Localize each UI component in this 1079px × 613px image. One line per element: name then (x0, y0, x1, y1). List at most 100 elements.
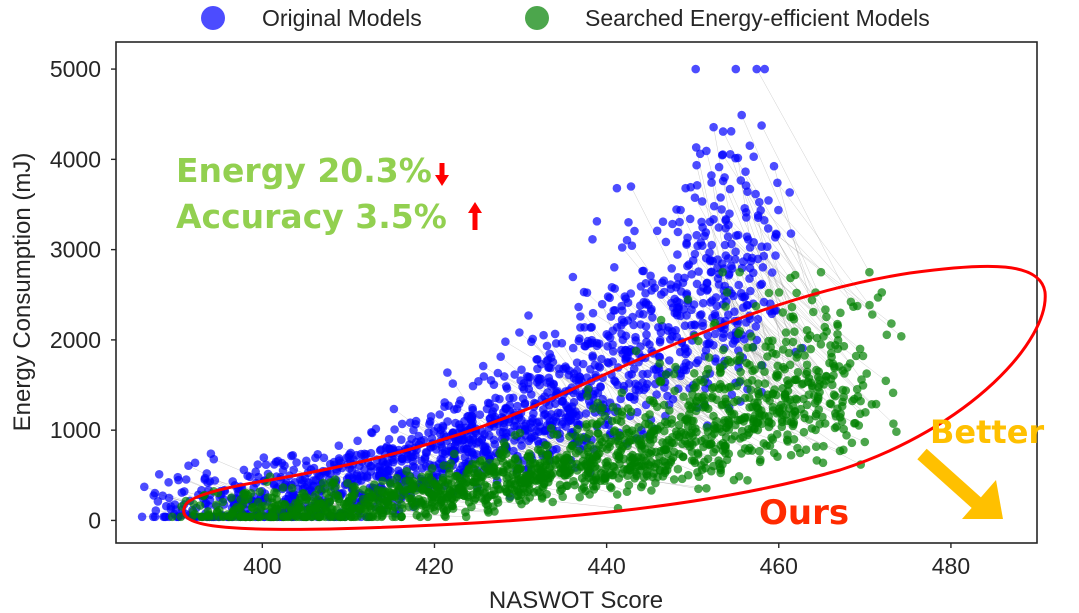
scatter-point-searched (881, 376, 891, 386)
scatter-point-searched (765, 396, 774, 406)
scatter-point-original (436, 425, 446, 435)
scatter-point-searched (470, 469, 480, 478)
highlight-ellipse (182, 264, 1047, 531)
scatter-point-original (666, 335, 675, 344)
scatter-point-searched (768, 389, 778, 398)
scatter-point-searched (733, 395, 742, 405)
scatter-point-original (759, 297, 769, 307)
scatter-point-original (174, 475, 183, 485)
scatter-point-original (690, 193, 700, 202)
scatter-point-original (545, 349, 554, 359)
scatter-point-searched (442, 494, 452, 504)
scatter-point-searched (755, 446, 764, 456)
scatter-point-searched (845, 359, 855, 368)
scatter-point-searched (418, 486, 427, 495)
scatter-point-original (501, 382, 511, 391)
scatter-point-original (606, 312, 616, 321)
scatter-point-searched (632, 471, 641, 481)
scatter-point-searched (704, 353, 714, 362)
scatter-point-original (739, 303, 748, 312)
scatter-point-searched (723, 355, 733, 365)
scatter-point-original (741, 167, 750, 176)
scatter-point-original (709, 201, 719, 211)
scatter-point-original (288, 451, 298, 460)
scatter-point-searched (618, 469, 627, 478)
scatter-point-searched (492, 471, 501, 481)
scatter-point-searched (858, 351, 868, 361)
scatter-point-searched (734, 329, 743, 339)
scatter-point-searched (203, 507, 213, 516)
scatter-point-searched (339, 500, 349, 509)
scatter-point-original (137, 512, 147, 522)
scatter-point-searched (631, 346, 641, 356)
scatter-point-original (278, 466, 288, 475)
scatter-point-searched (241, 488, 251, 498)
scatter-point-searched (826, 399, 836, 409)
scatter-point-searched (272, 488, 281, 498)
scatter-point-searched (673, 464, 683, 474)
scatter-point-searched (811, 411, 820, 421)
scatter-point-original (676, 369, 685, 378)
scatter-point-original (390, 425, 399, 434)
scatter-point-original (210, 476, 220, 485)
scatter-point-searched (740, 393, 750, 403)
scatter-point-searched (427, 476, 437, 485)
scatter-point-searched (562, 450, 571, 460)
scatter-point-original (446, 442, 456, 452)
scatter-point-searched (476, 477, 486, 486)
y-tick-label: 1000 (50, 417, 101, 443)
scatter-point-searched (446, 459, 456, 468)
y-tick-label: 5000 (50, 56, 101, 82)
scatter-point-searched (760, 367, 769, 377)
scatter-point-searched (693, 450, 703, 459)
scatter-point-searched (722, 288, 732, 297)
scatter-point-searched (441, 506, 451, 516)
scatter-point-searched (291, 511, 301, 521)
better-annotation: Better (930, 413, 1044, 451)
scatter-point-original (707, 240, 716, 250)
scatter-point-searched (755, 412, 764, 421)
scatter-point-searched (593, 450, 602, 460)
scatter-point-searched (777, 422, 787, 432)
scatter-point-searched (868, 310, 877, 319)
scatter-point-searched (484, 508, 493, 517)
scatter-point-original (752, 64, 761, 74)
scatter-point-searched (320, 484, 330, 493)
scatter-point-searched (370, 480, 379, 489)
scatter-point-original (751, 322, 761, 331)
scatter-point-searched (417, 472, 426, 482)
accuracy-up-arrow-icon (468, 202, 482, 230)
scatter-point-searched (669, 475, 679, 484)
scatter-point-original (658, 278, 667, 288)
scatter-point-searched (646, 439, 655, 448)
scatter-point-searched (255, 487, 264, 497)
scatter-point-searched (756, 360, 766, 370)
scatter-point-searched (789, 435, 799, 444)
scatter-point-searched (538, 465, 548, 475)
scatter-point-searched (851, 351, 861, 361)
scatter-point-searched (716, 440, 725, 450)
scatter-point-searched (557, 484, 567, 494)
scatter-point-original (720, 173, 729, 182)
scatter-point-original (630, 226, 639, 236)
scatter-point-original (532, 355, 541, 364)
scatter-point-searched (747, 376, 757, 385)
scatter-point-searched (495, 485, 505, 494)
scatter-point-original (524, 436, 534, 446)
scatter-point-searched (721, 302, 730, 311)
scatter-point-searched (790, 327, 799, 337)
scatter-point-original (652, 390, 661, 399)
scatter-point-searched (709, 424, 719, 433)
scatter-point-searched (738, 432, 748, 442)
scatter-point-original (610, 306, 620, 315)
scatter-point-original (727, 390, 737, 400)
scatter-point-searched (350, 482, 359, 491)
scatter-point-original (375, 446, 385, 455)
better-arrow-icon (917, 448, 1003, 519)
scatter-point-original (159, 512, 168, 522)
scatter-point-searched (296, 493, 305, 503)
scatter-point-searched (705, 440, 714, 450)
scatter-point-searched (871, 399, 881, 409)
scatter-point-searched (665, 406, 674, 415)
